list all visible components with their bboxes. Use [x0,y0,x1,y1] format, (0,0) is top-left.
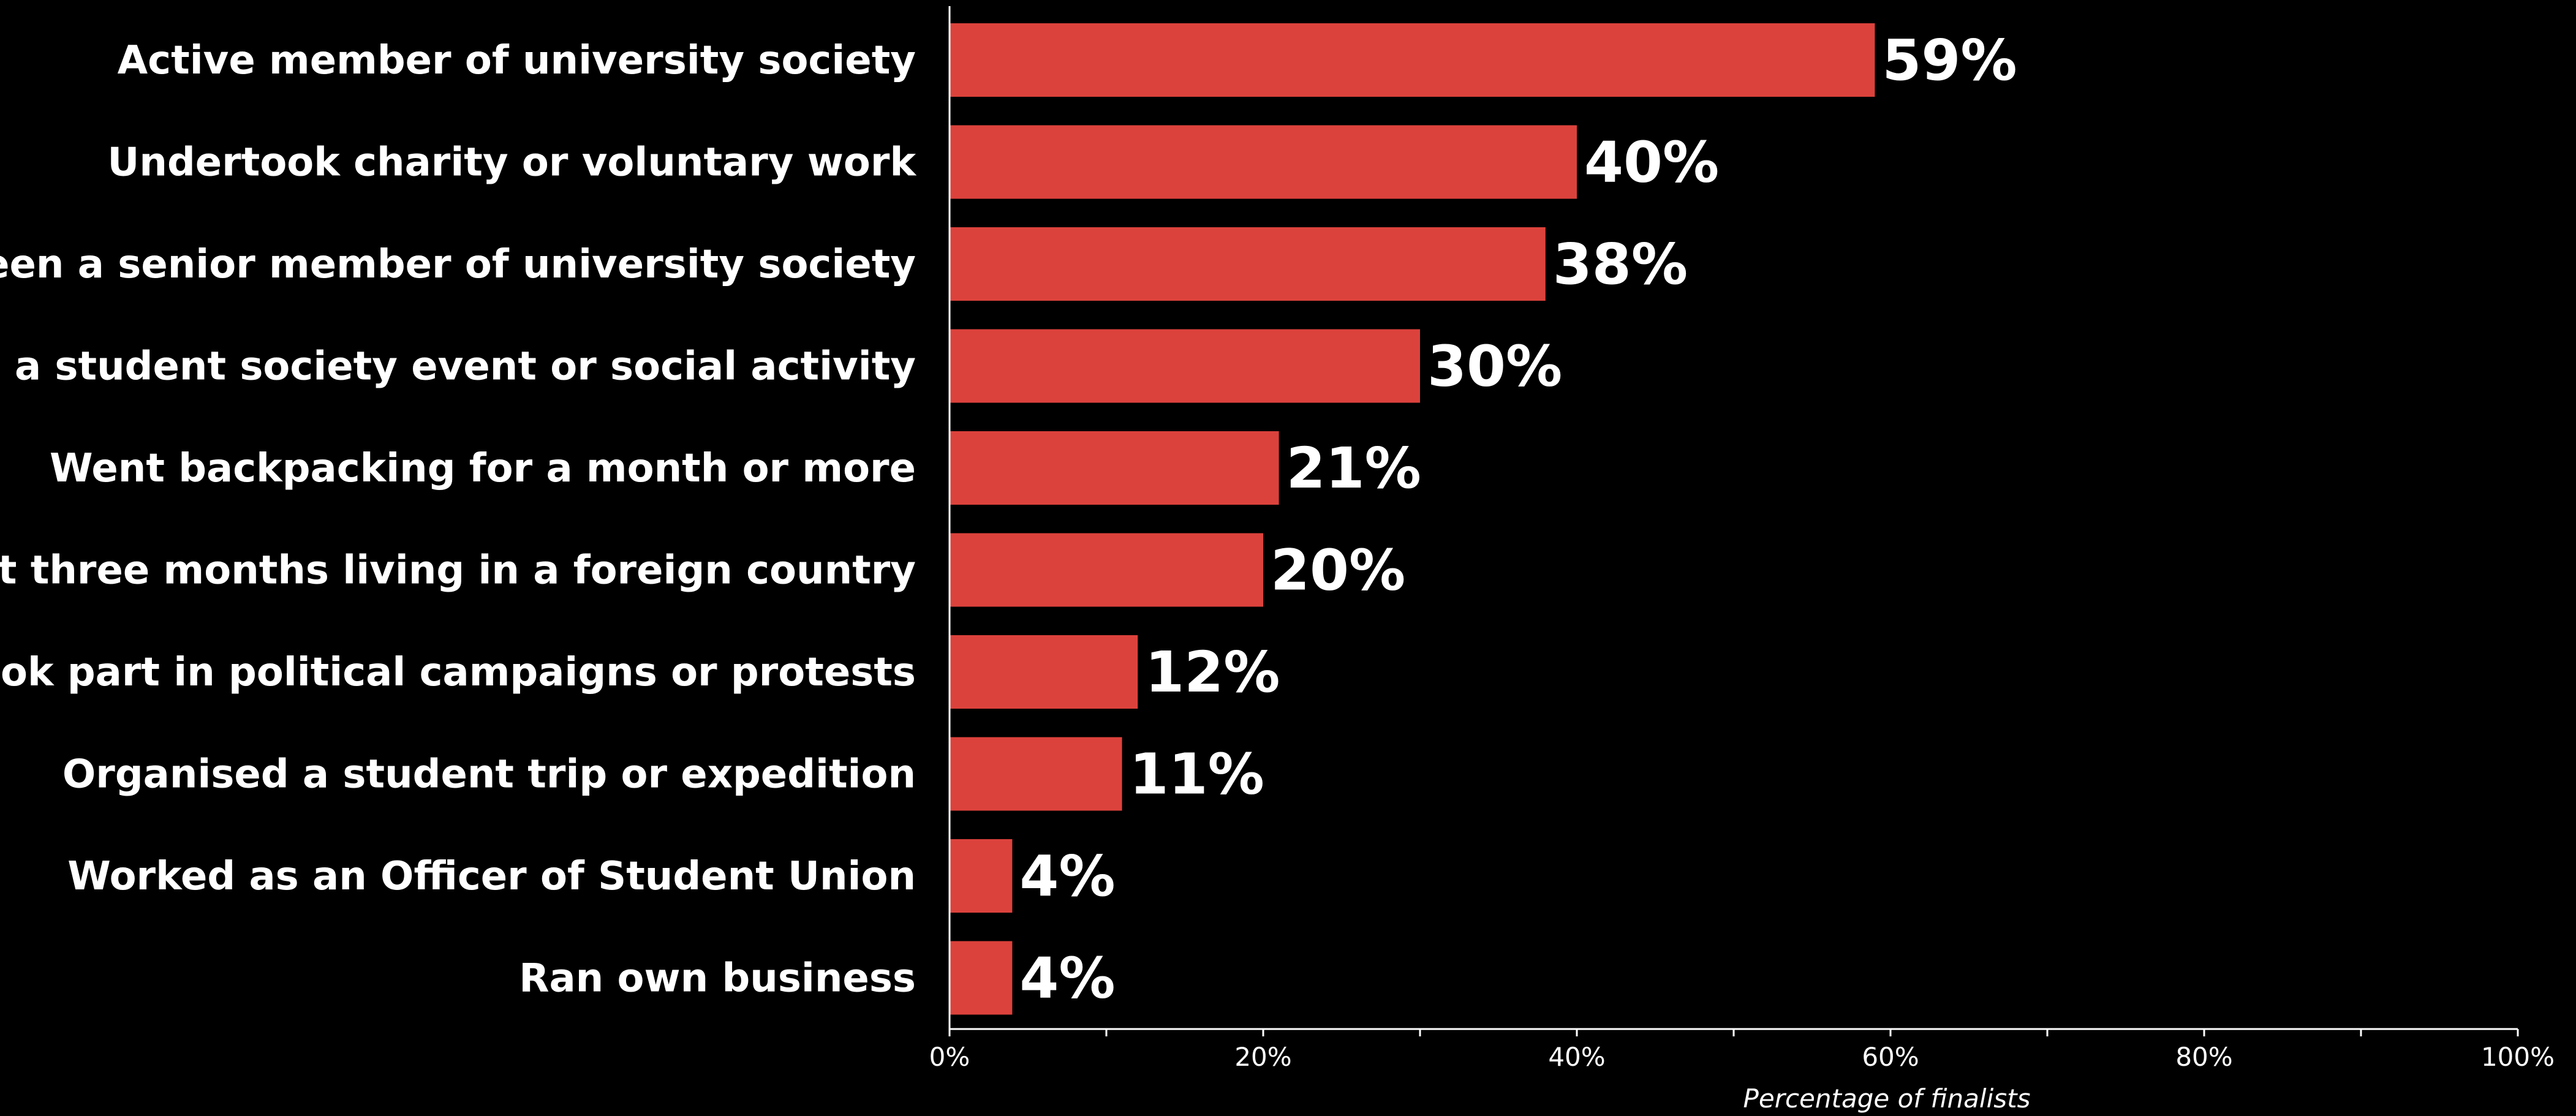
bar [950,839,1013,913]
bar [950,23,1875,97]
category-labels-layer: Active member of university society Under… [0,38,916,1001]
bar [950,125,1577,199]
data-label: 11% [1130,742,1264,807]
category-label: Been a senior member of university socie… [0,242,916,287]
x-axis: 0% 20% 40% 60% 80% 100% [929,6,2555,1072]
x-axis-title: Percentage of finalists [1743,1084,2031,1114]
category-label: Took part in political campaigns or prot… [0,650,916,695]
data-labels-layer: 59%40%38%30%21%20%12%11%4%4% [1019,28,2017,1011]
data-label: 38% [1553,232,1688,297]
x-tick-label: 40% [1548,1042,1605,1072]
category-label: Went backpacking for a month or more [50,446,916,491]
category-label: Ran a student society event or social ac… [0,344,916,390]
data-label: 4% [1019,843,1115,909]
data-label: 20% [1271,538,1405,603]
x-tick-label: 20% [1234,1042,1291,1072]
category-label: Undertook charity or voluntary work [107,140,916,186]
bar [950,941,1013,1015]
bar [950,533,1263,607]
x-tick-label: 0% [929,1042,970,1072]
bar [950,227,1546,301]
category-label: Active member of university society [118,38,916,83]
category-label: Organised a student trip or expedition [62,752,916,797]
category-label: Ran own business [519,956,916,1001]
bar [950,635,1138,709]
data-label: 30% [1427,334,1562,399]
data-label: 40% [1584,130,1719,195]
data-label: 12% [1145,639,1280,705]
bars-layer [950,23,1875,1015]
x-tick-label: 60% [1862,1042,1919,1072]
x-tick-label: 100% [2481,1042,2555,1072]
category-label: Worked as an Officer of Student Union [67,854,916,899]
data-label: 4% [1019,946,1115,1011]
bar [950,737,1122,811]
category-label: Spent three months living in a foreign c… [0,548,916,594]
data-label: 59% [1882,28,2017,93]
data-label: 21% [1286,435,1421,501]
bar [950,329,1420,403]
bar [950,431,1279,505]
x-tick-label: 80% [2175,1042,2232,1072]
